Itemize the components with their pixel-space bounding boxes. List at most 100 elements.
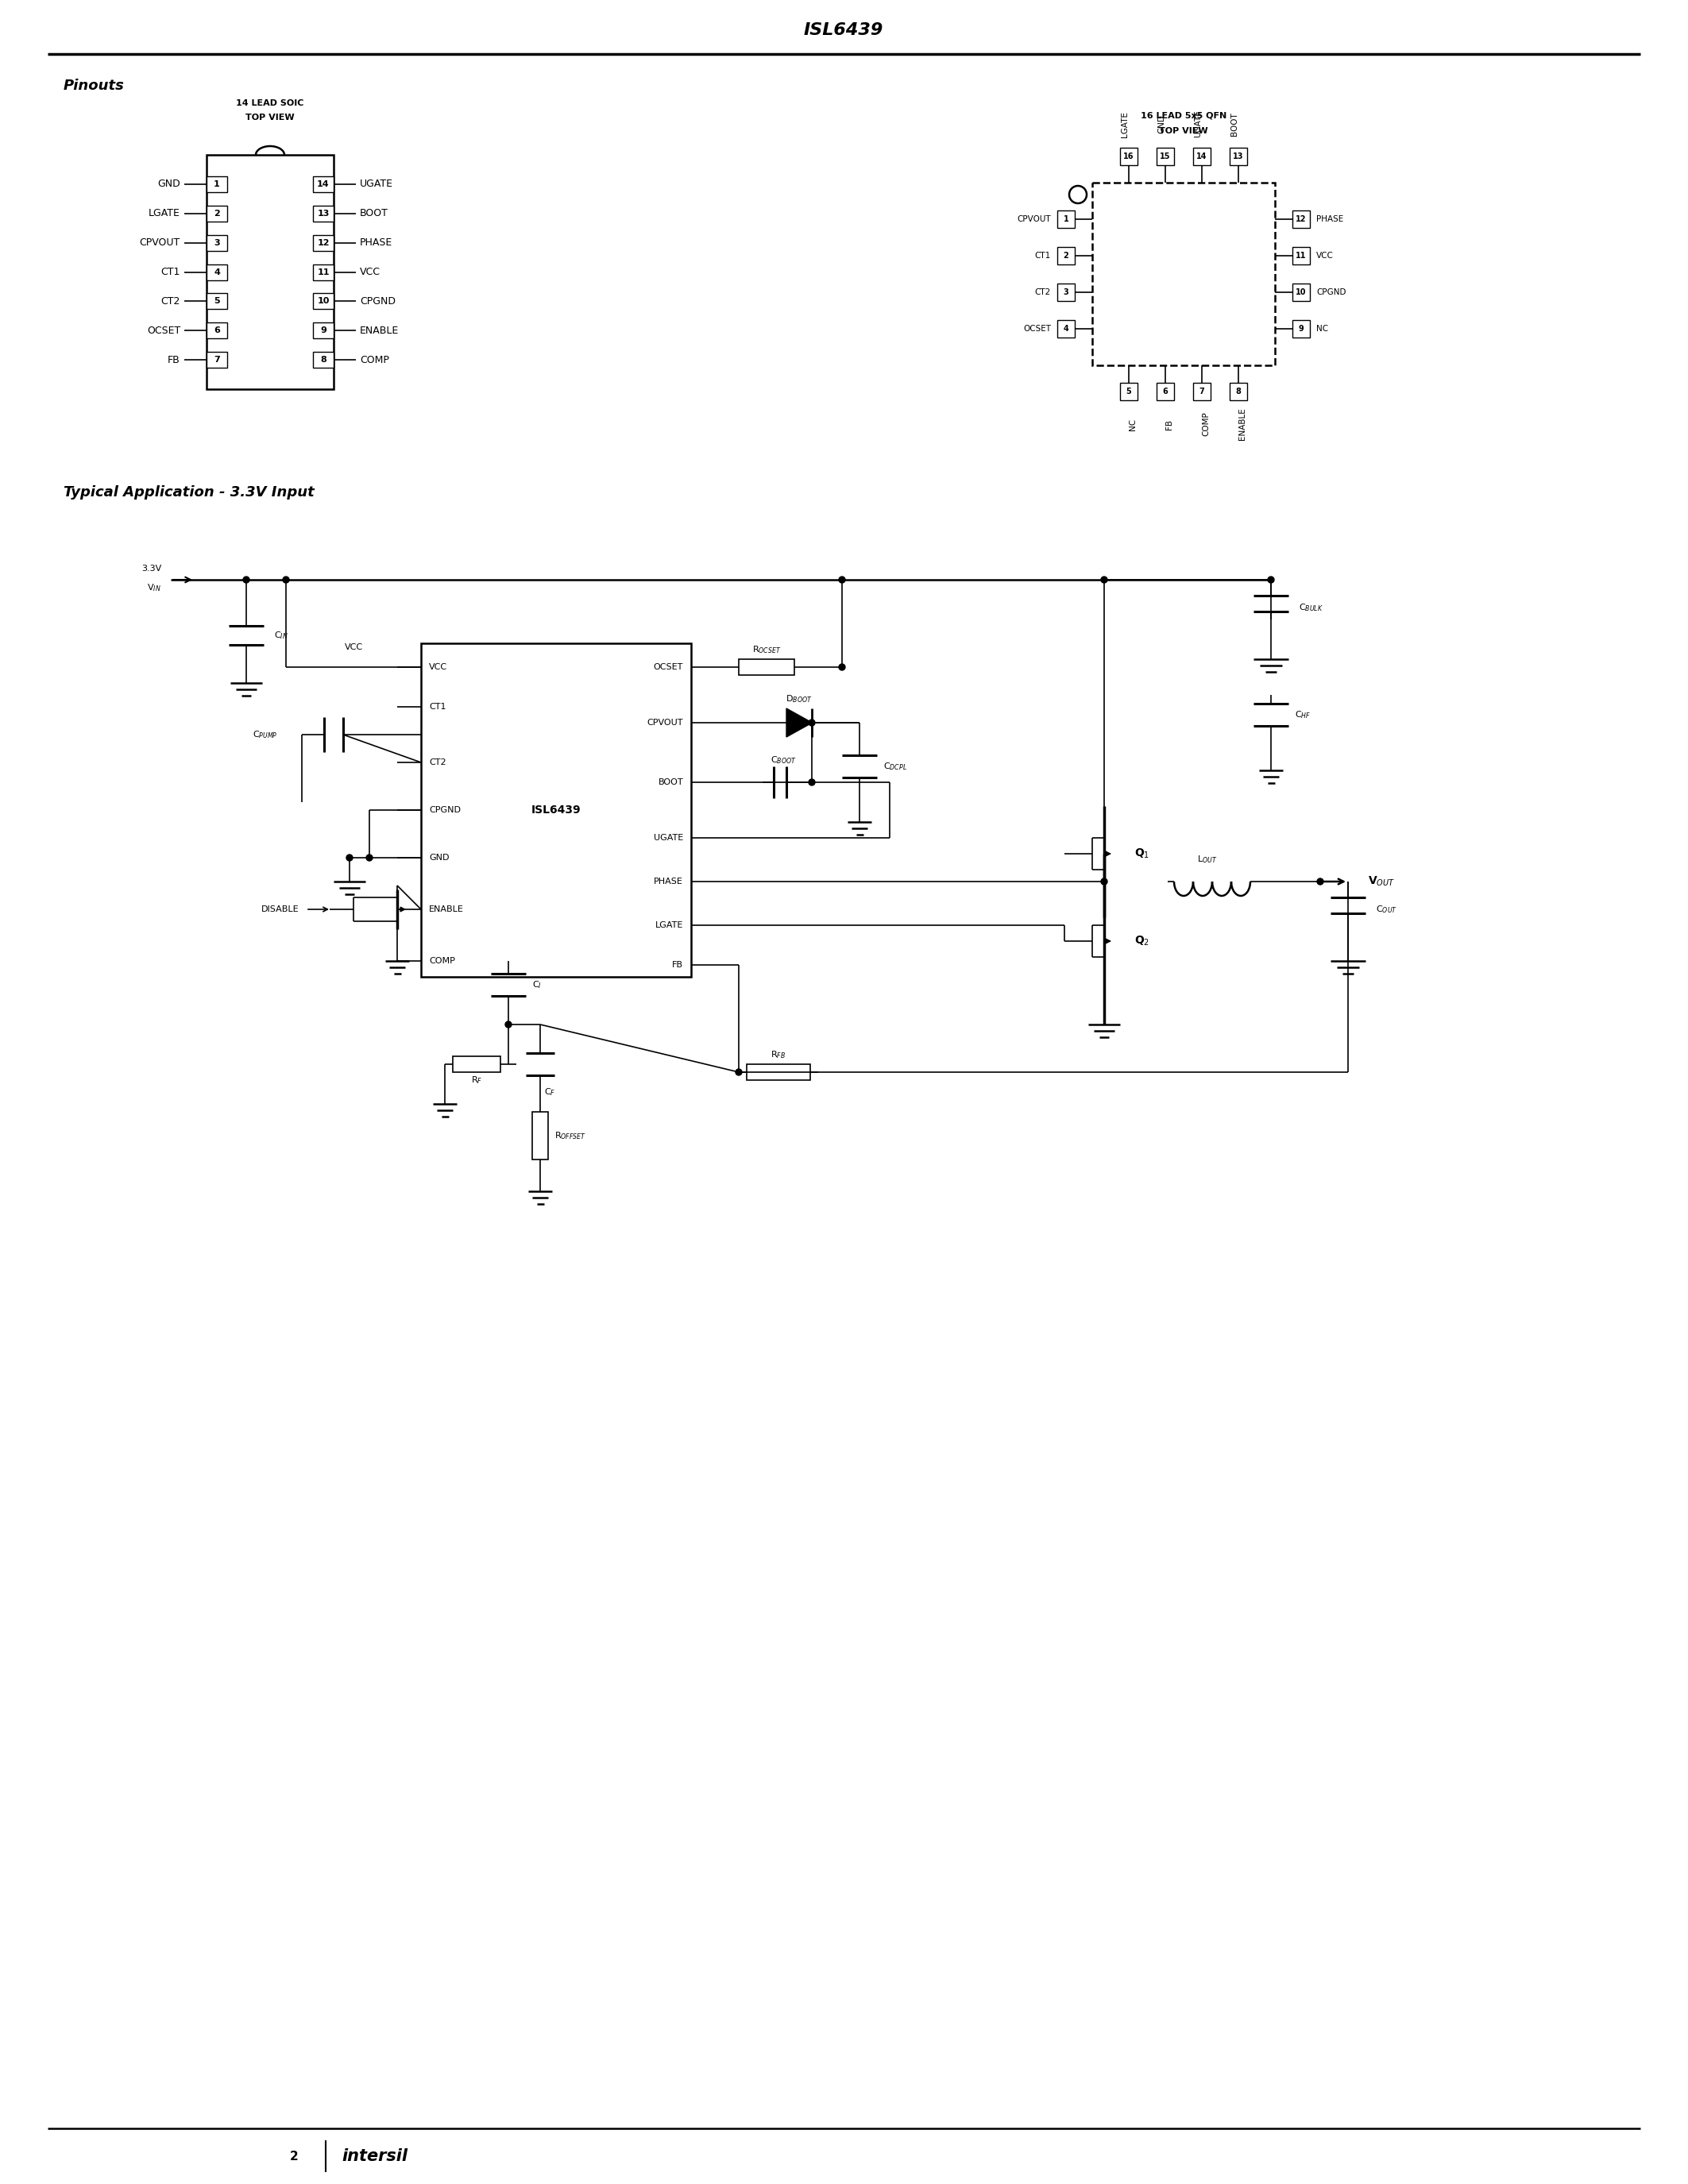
Text: LGATE: LGATE bbox=[1121, 111, 1129, 138]
Bar bbox=[1057, 210, 1075, 227]
Text: 3.3V: 3.3V bbox=[142, 566, 162, 572]
Text: 6: 6 bbox=[214, 328, 219, 334]
Text: 7: 7 bbox=[214, 356, 219, 365]
Text: GND: GND bbox=[429, 854, 449, 863]
Bar bbox=[1293, 321, 1310, 339]
Bar bbox=[1229, 149, 1247, 166]
Text: C$_F$: C$_F$ bbox=[544, 1085, 555, 1099]
Text: 16 LEAD 5x5 QFN: 16 LEAD 5x5 QFN bbox=[1141, 111, 1227, 120]
Text: 14 LEAD SOIC: 14 LEAD SOIC bbox=[236, 98, 304, 107]
Bar bbox=[1057, 247, 1075, 264]
Text: 8: 8 bbox=[1236, 387, 1241, 395]
Text: BOOT: BOOT bbox=[360, 207, 388, 218]
Text: CT1: CT1 bbox=[160, 266, 181, 277]
Text: 9: 9 bbox=[321, 328, 326, 334]
Text: 6: 6 bbox=[1163, 387, 1168, 395]
Bar bbox=[1293, 210, 1310, 227]
Text: 1: 1 bbox=[1063, 216, 1069, 223]
Text: 9: 9 bbox=[1298, 325, 1303, 332]
Text: 15: 15 bbox=[1160, 153, 1171, 159]
Text: CPGND: CPGND bbox=[360, 297, 395, 306]
Bar bbox=[1156, 149, 1175, 166]
Text: 5: 5 bbox=[214, 297, 219, 306]
Text: C$_{PUMP}$: C$_{PUMP}$ bbox=[253, 729, 279, 740]
Text: 10: 10 bbox=[317, 297, 329, 306]
Text: C$_{BOOT}$: C$_{BOOT}$ bbox=[770, 753, 797, 767]
Text: R$_F$: R$_F$ bbox=[471, 1075, 483, 1085]
Bar bbox=[312, 293, 334, 310]
Text: 2: 2 bbox=[214, 210, 219, 218]
Text: UGATE: UGATE bbox=[1193, 109, 1202, 138]
Text: LGATE: LGATE bbox=[149, 207, 181, 218]
Text: intersil: intersil bbox=[341, 2149, 407, 2164]
Text: OCSET: OCSET bbox=[147, 325, 181, 336]
Bar bbox=[206, 155, 334, 389]
Bar bbox=[312, 264, 334, 280]
Bar bbox=[420, 644, 690, 976]
Circle shape bbox=[346, 854, 353, 860]
Circle shape bbox=[243, 577, 250, 583]
Bar bbox=[312, 177, 334, 192]
Bar bbox=[746, 1064, 810, 1081]
Text: COMP: COMP bbox=[360, 354, 390, 365]
Text: ISL6439: ISL6439 bbox=[532, 804, 581, 815]
Bar bbox=[1092, 183, 1274, 365]
Text: 5: 5 bbox=[1126, 387, 1131, 395]
Text: 14: 14 bbox=[317, 181, 329, 188]
Bar bbox=[206, 177, 228, 192]
Text: Typical Application - 3.3V Input: Typical Application - 3.3V Input bbox=[64, 485, 314, 500]
Bar bbox=[206, 264, 228, 280]
Text: BOOT: BOOT bbox=[658, 778, 684, 786]
Text: GND: GND bbox=[157, 179, 181, 190]
Text: ENABLE: ENABLE bbox=[429, 906, 464, 913]
Bar bbox=[452, 1057, 500, 1072]
Text: C$_{IN}$: C$_{IN}$ bbox=[273, 629, 289, 640]
Circle shape bbox=[839, 664, 846, 670]
Circle shape bbox=[809, 780, 815, 786]
Text: CT2: CT2 bbox=[1035, 288, 1052, 297]
Circle shape bbox=[1101, 878, 1107, 885]
Text: FB: FB bbox=[167, 354, 181, 365]
Text: ENABLE: ENABLE bbox=[360, 325, 398, 336]
Text: C$_I$: C$_I$ bbox=[532, 978, 542, 989]
Circle shape bbox=[1317, 878, 1323, 885]
Text: LGATE: LGATE bbox=[655, 922, 684, 928]
Text: CPVOUT: CPVOUT bbox=[1018, 216, 1052, 223]
Text: 13: 13 bbox=[317, 210, 329, 218]
Text: Q$_1$: Q$_1$ bbox=[1134, 847, 1150, 860]
Bar bbox=[1121, 382, 1138, 400]
Text: D$_{BOOT}$: D$_{BOOT}$ bbox=[787, 692, 812, 705]
Text: R$_{FB}$: R$_{FB}$ bbox=[771, 1048, 787, 1059]
Text: UGATE: UGATE bbox=[360, 179, 393, 190]
Text: GND: GND bbox=[1158, 114, 1165, 133]
Text: 2: 2 bbox=[1063, 251, 1069, 260]
Bar bbox=[739, 660, 795, 675]
Text: TOP VIEW: TOP VIEW bbox=[1160, 127, 1209, 135]
Text: DISABLE: DISABLE bbox=[262, 906, 299, 913]
Text: 3: 3 bbox=[214, 238, 219, 247]
Text: PHASE: PHASE bbox=[360, 238, 393, 249]
Text: V$_{OUT}$: V$_{OUT}$ bbox=[1367, 876, 1394, 889]
Text: VCC: VCC bbox=[344, 644, 363, 651]
Bar bbox=[1293, 247, 1310, 264]
Text: CPVOUT: CPVOUT bbox=[140, 238, 181, 249]
Text: 1: 1 bbox=[214, 181, 219, 188]
Text: CT2: CT2 bbox=[429, 758, 446, 767]
Text: V$_{IN}$: V$_{IN}$ bbox=[147, 583, 162, 594]
Text: OCSET: OCSET bbox=[1023, 325, 1052, 332]
Text: 8: 8 bbox=[321, 356, 326, 365]
Text: 10: 10 bbox=[1296, 288, 1307, 297]
Bar bbox=[312, 323, 334, 339]
Text: 11: 11 bbox=[1296, 251, 1307, 260]
Text: C$_{OUT}$: C$_{OUT}$ bbox=[1376, 904, 1398, 915]
Text: 7: 7 bbox=[1198, 387, 1205, 395]
Text: C$_{DCPL}$: C$_{DCPL}$ bbox=[883, 760, 906, 771]
Circle shape bbox=[839, 577, 846, 583]
Text: 16: 16 bbox=[1124, 153, 1134, 159]
Text: CT1: CT1 bbox=[429, 703, 446, 710]
Text: ENABLE: ENABLE bbox=[1239, 408, 1246, 441]
Text: 3: 3 bbox=[1063, 288, 1069, 297]
Text: NC: NC bbox=[1129, 417, 1136, 430]
Bar bbox=[1121, 149, 1138, 166]
Bar bbox=[1229, 382, 1247, 400]
